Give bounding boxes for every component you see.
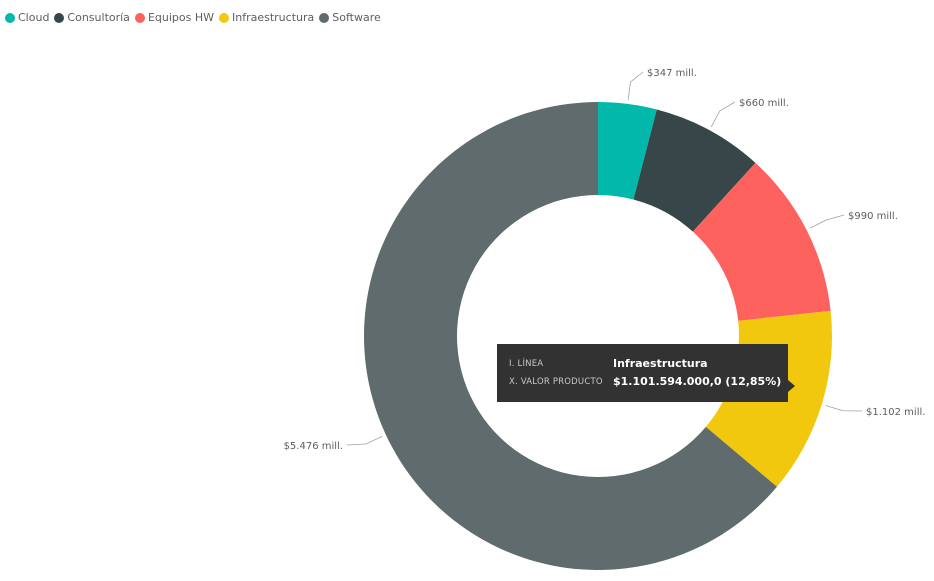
tooltip-row-linea: I. LÍNEA Infraestructura: [509, 357, 708, 370]
data-labels: $347 mill. $660 mill. $990 mill. $1.102 mil…: [284, 68, 926, 452]
legend-item-equipos-hw[interactable]: Equipos HW: [134, 11, 214, 24]
legend-label-infraestructura: Infraestructura: [232, 11, 315, 24]
tooltip-row-valor: X. VALOR PRODUCTO $1.101.594.000,0 (12,8…: [509, 375, 781, 388]
legend-label-consultoria: Consultoría: [67, 11, 130, 24]
data-label-infraestructura: $1.102 mill.: [866, 407, 925, 418]
legend-label-equipos-hw: Equipos HW: [147, 11, 214, 24]
tooltip-value-valor: $1.101.594.000,0 (12,85%): [613, 375, 782, 388]
chart-legend: Cloud Consultoría Equipos HW Infraestruc…: [5, 11, 386, 24]
data-label-software: $5.476 mill.: [284, 441, 343, 452]
legend-item-software[interactable]: Software: [319, 11, 381, 24]
legend-dot-software: [319, 12, 330, 23]
slice-consultoria[interactable]: [633, 109, 756, 232]
legend-item-infraestructura[interactable]: Infraestructura: [219, 11, 314, 24]
leader-lines: [346, 71, 863, 446]
leader-line-software: [346, 436, 383, 446]
leader-line-cloud: [627, 71, 644, 100]
data-label-cloud: $347 mill.: [647, 68, 697, 79]
data-label-consultoria: $660 mill.: [739, 98, 789, 109]
tooltip-key-linea: I. LÍNEA: [509, 358, 544, 369]
leader-line-equipos-hw: [809, 214, 845, 229]
tooltip-key-valor: X. VALOR PRODUCTO: [509, 376, 603, 387]
legend-label-software: Software: [332, 11, 381, 24]
data-label-equipos-hw: $990 mill.: [848, 211, 898, 222]
legend-dot-equipos-hw: [134, 12, 145, 23]
legend-item-cloud[interactable]: Cloud: [5, 11, 49, 24]
legend-item-consultoria[interactable]: Consultoría: [54, 11, 130, 24]
tooltip-arrow: [788, 380, 795, 392]
donut-slices: [363, 102, 833, 571]
leader-line-consultoria: [710, 101, 736, 127]
legend-dot-consultoria: [54, 12, 65, 23]
legend-dot-cloud: [5, 12, 15, 23]
leader-line-infraestructura: [825, 405, 863, 412]
legend-dot-infraestructura: [219, 12, 229, 23]
legend-label-cloud: Cloud: [18, 11, 50, 24]
slice-equipos-hw[interactable]: [692, 162, 831, 321]
tooltip-value-linea: Infraestructura: [613, 357, 708, 370]
chart-tooltip: I. LÍNEA Infraestructura X. VALOR PRODUC…: [497, 344, 795, 402]
slice-software[interactable]: [363, 102, 777, 571]
slice-cloud[interactable]: [598, 102, 657, 200]
